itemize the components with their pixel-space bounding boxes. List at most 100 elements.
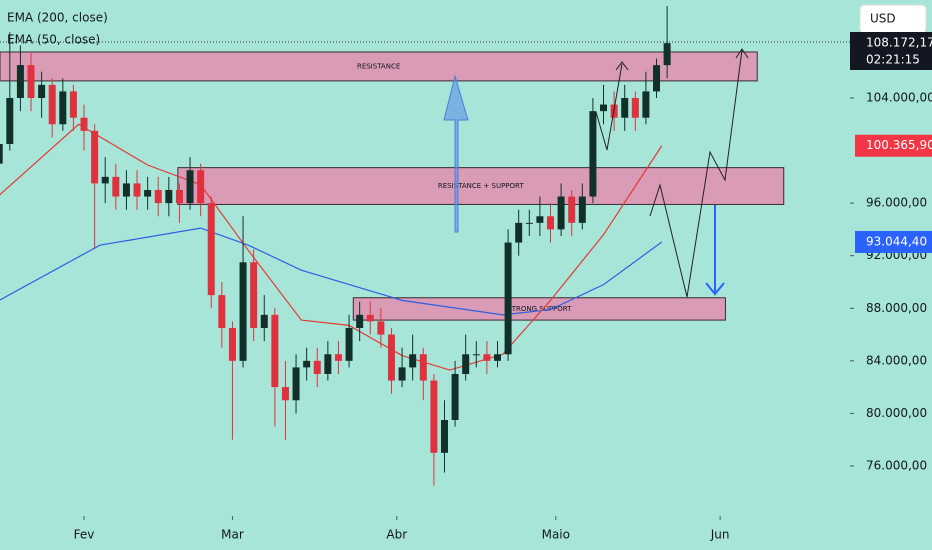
candle-body [578, 196, 586, 223]
zone-label: STRONG SUPPORT [507, 305, 572, 313]
candle-body [642, 91, 650, 118]
y-tick-label: 96.000,00 [866, 196, 927, 210]
candle-body [472, 354, 480, 356]
zone-label: RESISTANCE [357, 62, 400, 70]
arrow-head [615, 61, 629, 71]
candle-body [515, 222, 523, 243]
candle-body [260, 314, 268, 328]
drawings [443, 48, 749, 298]
candle-body [112, 176, 120, 197]
candle-body [546, 216, 554, 230]
candle-body [281, 387, 289, 401]
candle-body [536, 216, 544, 223]
candle-body [271, 314, 279, 388]
candle-body [324, 354, 332, 374]
candle-body [197, 170, 205, 204]
candle-body [6, 97, 14, 144]
x-tick-label: Fev [74, 528, 95, 542]
candle-body [504, 242, 512, 355]
y-tick-label: 88.000,00 [866, 301, 927, 315]
x-tick-label: Abr [386, 528, 407, 542]
candle-body [27, 65, 35, 98]
candle-body [356, 314, 364, 328]
zone-label: RESISTANCE + SUPPORT [438, 182, 524, 190]
candle-body [483, 354, 491, 361]
candle-body [292, 367, 300, 401]
candle-body [600, 104, 608, 112]
candle-body [398, 367, 406, 381]
candle-body [525, 222, 533, 224]
x-tick-label: Jun [710, 528, 730, 542]
candle-body [589, 111, 597, 197]
candle-body [557, 196, 565, 230]
candle-body [303, 360, 311, 368]
candle-body [653, 65, 661, 92]
candle-body [154, 189, 162, 204]
candle-body [409, 354, 417, 368]
legend-entry: EMA (200, close) [7, 11, 108, 25]
zone [177, 167, 785, 205]
candle-body [631, 97, 639, 118]
candle-body [122, 183, 130, 197]
candle-body [334, 354, 342, 361]
candle-body [366, 314, 374, 322]
zone [0, 51, 758, 82]
y-tick-label: 76.000,00 [866, 458, 927, 472]
candle-body [462, 354, 470, 374]
candle-body [48, 84, 56, 125]
candle-body [313, 360, 321, 374]
candle-body [165, 189, 173, 204]
y-tick-label: 84.000,00 [866, 353, 927, 367]
candle-body [345, 327, 353, 361]
candle-body [207, 203, 215, 296]
candle-body [493, 354, 501, 361]
x-tick-label: Mar [221, 528, 244, 542]
candle-body [59, 91, 67, 125]
candle-body [133, 183, 141, 197]
projection-line [595, 63, 623, 151]
price-labels: 108.172,17 02:21:15 93.044,40 100.365,90 [850, 32, 932, 253]
candle-body [228, 327, 236, 361]
arrow-head [735, 48, 749, 59]
up-arrow [443, 74, 469, 233]
candle-body [16, 65, 24, 98]
candle-body [80, 117, 88, 131]
currency-button[interactable]: USD [859, 4, 927, 34]
candle-body [663, 43, 671, 66]
candle-body [387, 334, 395, 381]
ema-price-box [855, 134, 932, 157]
countdown: 02:21:15 [866, 53, 920, 67]
candle-body [101, 176, 109, 184]
candle-body [451, 373, 459, 420]
button-label[interactable]: USD [870, 12, 896, 26]
y-tick-label: 104.000,00 [866, 90, 932, 104]
candle-body [69, 91, 77, 118]
candle-body [186, 170, 194, 204]
candle-body [38, 84, 46, 98]
zone [352, 297, 726, 321]
candle-body [419, 354, 427, 381]
legend-entry: EMA (50, close) [7, 33, 100, 47]
candle-body [175, 189, 183, 204]
candle-body [250, 262, 258, 328]
y-tick-label: 80.000,00 [866, 406, 927, 420]
candle-body [144, 189, 152, 197]
y-axis: 76.000,0080.000,0084.000,0088.000,0092.0… [74, 90, 932, 541]
candle-body [440, 419, 448, 453]
last-price-label: 108.172,17 [866, 36, 932, 50]
candle-body [218, 295, 226, 328]
projection-line [649, 49, 743, 298]
candle-body [377, 321, 385, 335]
last-price-box [850, 32, 932, 70]
candle-body [91, 130, 99, 184]
plot [0, 5, 671, 486]
legend: EMA (200, close) EMA (50, close) [7, 11, 108, 47]
candle-body [568, 196, 576, 223]
candle-body [239, 262, 247, 361]
ema-line [0, 227, 663, 316]
candle-body [621, 97, 629, 118]
ema-price-label: 100.365,90 [866, 138, 932, 152]
